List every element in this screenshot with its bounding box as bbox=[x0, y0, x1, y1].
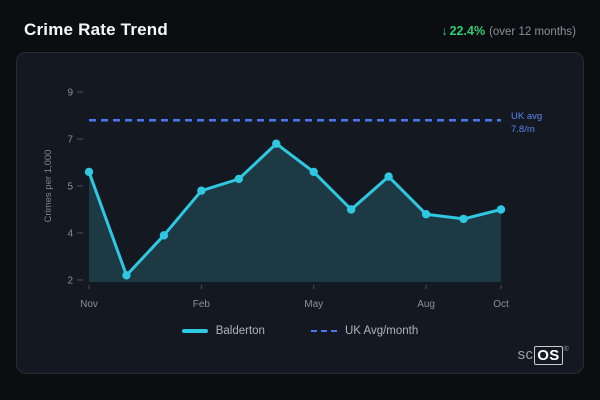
svg-text:May: May bbox=[304, 299, 323, 310]
svg-text:Crimes per 1,000: Crimes per 1,000 bbox=[43, 150, 54, 223]
chart-card: 9 7 5 4 2 Crimes per 1,000 Nov Feb May Aug Oct UK a… bbox=[16, 52, 584, 374]
legend-item-uk-avg[interactable]: UK Avg/month bbox=[310, 325, 419, 337]
svg-text:7: 7 bbox=[67, 135, 73, 146]
legend-label-balderton: Balderton bbox=[215, 325, 265, 337]
logo-text-sc: sc bbox=[517, 345, 534, 363]
chart-legend: Balderton UK Avg/month bbox=[17, 325, 583, 337]
balderton-line-swatch bbox=[181, 329, 208, 333]
logo-text-os: OS bbox=[534, 345, 563, 365]
registered-mark-icon: ® bbox=[563, 345, 569, 353]
down-arrow-icon: ↓ bbox=[441, 24, 448, 38]
page-title: Crime Rate Trend bbox=[24, 20, 168, 39]
svg-text:Oct: Oct bbox=[493, 299, 509, 310]
page-header: Crime Rate Trend ↓ 22.4% (over 12 months) bbox=[0, 0, 600, 52]
svg-text:Aug: Aug bbox=[417, 299, 435, 310]
trend-percent: 22.4% bbox=[449, 24, 486, 38]
scos-logo: sc OS ® bbox=[517, 345, 569, 365]
svg-text:4: 4 bbox=[67, 229, 73, 240]
svg-text:2: 2 bbox=[67, 276, 73, 287]
svg-text:Nov: Nov bbox=[80, 299, 98, 310]
trend-stat: ↓ 22.4% (over 12 months) bbox=[441, 24, 576, 38]
svg-text:9: 9 bbox=[67, 88, 73, 99]
svg-text:5: 5 bbox=[67, 182, 73, 193]
svg-text:7.8/m: 7.8/m bbox=[511, 124, 535, 135]
svg-text:Feb: Feb bbox=[193, 299, 211, 310]
trend-period: (over 12 months) bbox=[489, 26, 576, 38]
legend-label-uk-avg: UK Avg/month bbox=[344, 325, 419, 337]
svg-text:UK avg: UK avg bbox=[511, 111, 542, 122]
legend-item-balderton[interactable]: Balderton bbox=[181, 325, 265, 337]
crime-trend-chart: 9 7 5 4 2 Crimes per 1,000 Nov Feb May Aug Oct UK a… bbox=[43, 88, 542, 311]
crime-rate-page: Crime Rate Trend ↓ 22.4% (over 12 months) … bbox=[0, 0, 600, 374]
uk-avg-dash-swatch bbox=[310, 330, 337, 332]
